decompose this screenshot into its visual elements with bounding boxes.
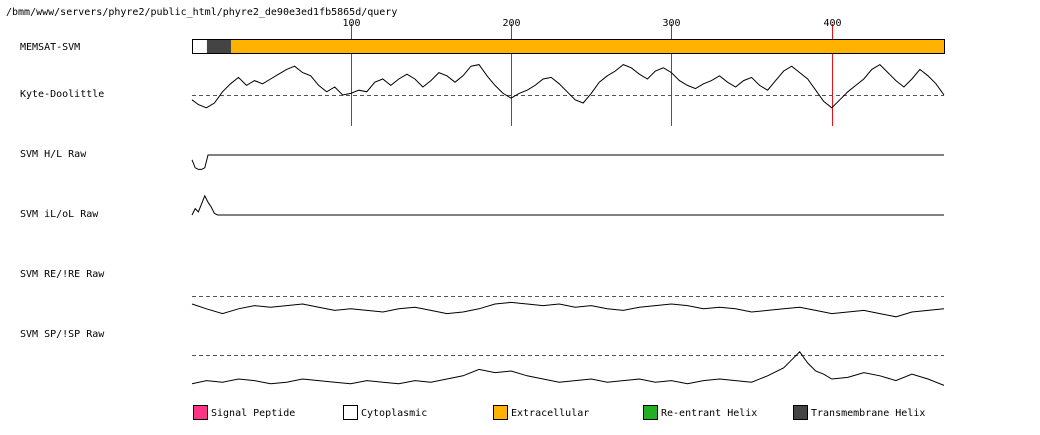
legend-label: Cytoplasmic [361, 408, 427, 419]
topology-segment [230, 39, 945, 54]
track-label: Kyte-Doolittle [20, 89, 104, 100]
topology-bar-outline [192, 39, 945, 54]
position-tick-label: 400 [823, 18, 841, 29]
legend-swatch [193, 405, 208, 420]
track-label: SVM RE/!RE Raw [20, 269, 105, 280]
legend-item: Signal Peptide [193, 405, 295, 420]
legend-label: Re-entrant Helix [661, 408, 757, 419]
track-memsat-svm: MEMSAT-SVM [20, 39, 945, 54]
legend-swatch [643, 405, 658, 420]
track-label: MEMSAT-SVM [20, 42, 80, 53]
legend-swatch [793, 405, 808, 420]
track-label: SVM H/L Raw [20, 149, 87, 160]
track-layer: MEMSAT-SVM Kyte-Doolittle SVM H/L Raw SVM i… [20, 39, 945, 386]
legend-swatch [343, 405, 358, 420]
track-svm-h-l-raw: SVM H/L Raw [20, 149, 944, 170]
track-label: SVM iL/oL Raw [20, 209, 99, 220]
legend-swatch [493, 405, 508, 420]
legend-item: Cytoplasmic [343, 405, 427, 420]
topology-segment [192, 39, 207, 54]
topology-segment [206, 39, 231, 54]
score-trace [191, 63, 945, 109]
legend-item: Re-entrant Helix [643, 405, 757, 420]
position-tick-layer: 100 200 300 400 [342, 18, 842, 126]
legend-item: Extracellular [493, 405, 589, 420]
position-tick-label: 300 [662, 18, 680, 29]
track-svm-sp-sp-raw: SVM SP/!SP Raw [20, 329, 945, 386]
position-tick-label: 200 [502, 18, 520, 29]
position-tick-label: 100 [342, 18, 360, 29]
score-trace [191, 154, 944, 170]
score-trace [191, 301, 945, 318]
legend-label: Extracellular [511, 408, 589, 419]
track-svm-re-re-raw: SVM RE/!RE Raw [20, 269, 945, 318]
legend-item: Transmembrane Helix [793, 405, 925, 420]
track-kyte-doolittle: Kyte-Doolittle [20, 63, 945, 109]
score-trace [191, 194, 944, 216]
track-svm-il-ol-raw: SVM iL/oL Raw [20, 194, 944, 220]
score-trace [191, 351, 945, 386]
legend-label: Transmembrane Helix [811, 408, 925, 419]
file-path-label: /bmm/www/servers/phyre2/public_html/phyr… [6, 7, 397, 18]
track-label: SVM SP/!SP Raw [20, 329, 105, 340]
legend: Signal Peptide Cytoplasmic Extracellular Re… [193, 405, 925, 420]
legend-label: Signal Peptide [211, 408, 295, 419]
